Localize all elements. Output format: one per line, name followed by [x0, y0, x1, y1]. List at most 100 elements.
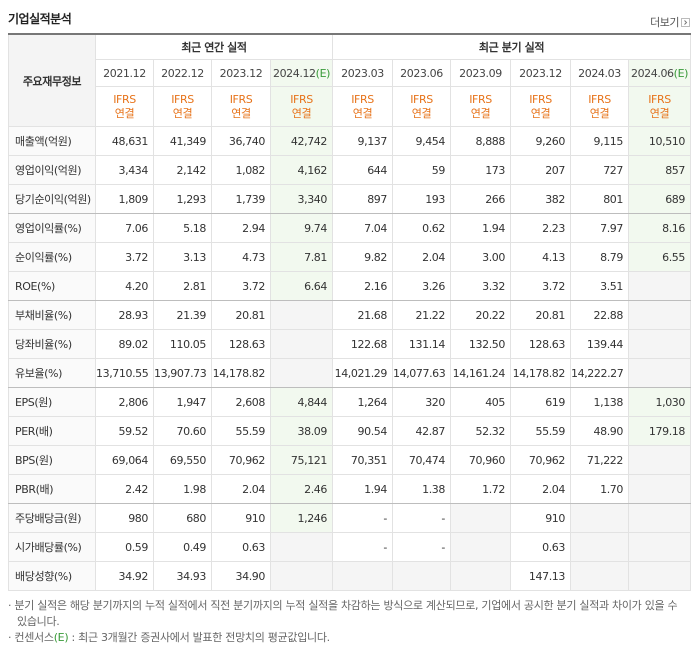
value-cell: 4.13	[510, 242, 571, 272]
period: 2021.12	[103, 66, 146, 80]
standard: IFRS	[588, 92, 611, 106]
more-icon[interactable]	[681, 18, 690, 27]
value-cell: 2.94	[211, 213, 271, 243]
value-cell: 1.70	[570, 474, 629, 504]
value-cell: 7.81	[270, 242, 333, 272]
period: 2023.09	[459, 66, 502, 80]
value-cell: 8.79	[570, 242, 629, 272]
value-cell: 128.63	[211, 329, 271, 359]
footnote-text: 분기 실적은 해당 분기까지의 누적 실적에서 직전 분기까지의 누적 실적을 …	[14, 599, 678, 628]
footnote-text: : 최근 3개월간 증권사에서 발표한 전망치의 평균값입니다.	[68, 631, 331, 644]
row-label: 배당성향(%)	[8, 561, 96, 591]
value-cell: 2.23	[510, 213, 571, 243]
scope: 연결	[589, 106, 610, 120]
value-cell: 21.22	[392, 300, 451, 330]
value-cell: 1,138	[570, 387, 629, 417]
period-header: 2024.03	[570, 59, 629, 87]
value-cell: 0.63	[510, 532, 571, 562]
value-cell: 680	[153, 503, 212, 533]
footnote-mark: (E)	[53, 631, 69, 644]
value-cell: 173	[450, 155, 511, 185]
footnote: · 컨센서스(E) : 최근 3개월간 증권사에서 발표한 전망치의 평균값입니…	[8, 631, 331, 644]
period-header: 2023.12	[510, 59, 571, 87]
value-cell: 0.62	[392, 213, 451, 243]
value-cell: -	[392, 503, 451, 533]
data-row: ROE(%) 4.20 2.81 3.72 6.64 2.16 3.26 3.32 3.72 3.…	[8, 271, 691, 301]
period-header: 2023.09	[450, 59, 511, 87]
value-cell: 7.97	[570, 213, 629, 243]
data-row: 유보율(%) 13,710.55 13,907.73 14,178.82 14,021.…	[8, 358, 691, 388]
value-cell: 2.04	[392, 242, 451, 272]
period-row: 2021.12 2022.12 2023.12 2024.12(E) 2023.03 20…	[9, 59, 691, 87]
empty-cell	[628, 474, 691, 504]
empty-cell	[628, 300, 691, 330]
empty-cell	[332, 561, 393, 591]
value-cell: 14,021.29	[332, 358, 393, 388]
value-cell: 21.39	[153, 300, 212, 330]
value-cell: 4,162	[270, 155, 333, 185]
value-cell: 3.72	[95, 242, 154, 272]
value-cell: 20.22	[450, 300, 511, 330]
value-cell: 69,550	[153, 445, 212, 475]
group-header: 최근 연간 실적	[95, 33, 333, 60]
value-cell: 59.52	[95, 416, 154, 446]
value-cell: 3.72	[510, 271, 571, 301]
row-label: 당좌비율(%)	[8, 329, 96, 359]
value-cell: 70.60	[153, 416, 212, 446]
standard: IFRS	[229, 92, 253, 106]
row-label: PER(배)	[8, 416, 96, 446]
standard-header: IFRS 연결	[510, 86, 571, 127]
empty-cell	[570, 503, 629, 533]
more-link[interactable]: 더보기	[650, 14, 690, 30]
value-cell: 1.72	[450, 474, 511, 504]
period: 2022.12	[161, 66, 204, 80]
value-cell: 70,351	[332, 445, 393, 475]
value-cell: 139.44	[570, 329, 629, 359]
row-label: PBR(배)	[8, 474, 96, 504]
value-cell: 20.81	[211, 300, 271, 330]
value-cell: 131.14	[392, 329, 451, 359]
standard: IFRS	[410, 92, 433, 106]
value-cell: 2.16	[332, 271, 393, 301]
footnote-lead: 컨센서스	[14, 631, 54, 644]
standard-header: IFRS 연결	[570, 86, 629, 127]
value-cell: 70,962	[510, 445, 571, 475]
data-row: 배당성향(%) 34.92 34.93 34.90 147.13	[8, 561, 691, 591]
more-text[interactable]: 더보기	[650, 16, 679, 29]
scope: 연결	[231, 106, 251, 120]
scope: 연결	[530, 106, 551, 120]
period: 2023.12	[219, 66, 263, 80]
period-header: 2022.12	[153, 59, 212, 87]
standard: IFRS	[351, 92, 374, 106]
value-cell: 207	[510, 155, 571, 185]
estimate-mark: (E)	[315, 66, 331, 80]
value-cell: 3.32	[450, 271, 511, 301]
empty-cell	[570, 532, 629, 562]
value-cell: -	[332, 503, 393, 533]
value-cell: 689	[628, 184, 691, 214]
row-label: 시가배당률(%)	[8, 532, 96, 562]
value-cell: 727	[570, 155, 629, 185]
standard-header: IFRS 연결	[270, 86, 333, 127]
value-cell: 13,907.73	[153, 358, 212, 388]
standard-header: IFRS 연결	[211, 86, 271, 127]
value-cell: 1.94	[450, 213, 511, 243]
value-cell: 897	[332, 184, 393, 214]
value-cell: 2,806	[95, 387, 154, 417]
row-label: 영업이익률(%)	[8, 213, 96, 243]
period-header: 2023.03	[332, 59, 393, 87]
value-cell: 3.72	[211, 271, 271, 301]
standard-header: IFRS 연결	[628, 86, 691, 127]
estimate-mark: (E)	[673, 66, 689, 80]
value-cell: 1,293	[153, 184, 212, 214]
value-cell: 7.06	[95, 213, 154, 243]
value-cell: 2.04	[211, 474, 271, 504]
financial-table: 주요재무정보 최근 연간 실적 최근 분기 실적 2021.12 2022.12 2023…	[8, 33, 691, 591]
value-cell: 5.18	[153, 213, 212, 243]
standard: IFRS	[171, 92, 194, 106]
value-cell: 6.55	[628, 242, 691, 272]
value-cell: 48.90	[570, 416, 629, 446]
data-row: EPS(원) 2,806 1,947 2,608 4,844 1,264 320 405 619…	[8, 387, 691, 417]
value-cell: 34.93	[153, 561, 212, 591]
standard: IFRS	[290, 92, 313, 106]
